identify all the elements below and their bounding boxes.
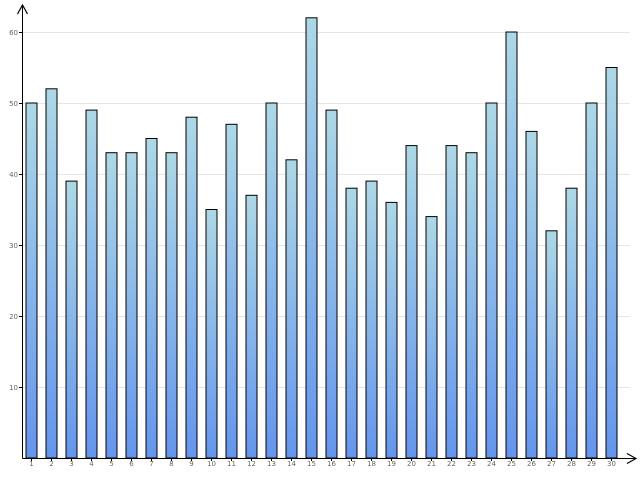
x-tick-label-22: 22 xyxy=(447,460,456,468)
x-tick-label-26: 26 xyxy=(527,460,536,468)
x-tick-label-30: 30 xyxy=(607,460,616,468)
y-tick-label-30: 30 xyxy=(9,242,18,250)
x-tick-label-29: 29 xyxy=(587,460,596,468)
x-tick-label-12: 12 xyxy=(247,460,256,468)
bar-10 xyxy=(205,209,218,459)
bar-30 xyxy=(605,67,618,459)
bar-3 xyxy=(65,180,78,459)
x-tick-label-13: 13 xyxy=(267,460,276,468)
bar-24 xyxy=(485,102,498,459)
x-tick-label-21: 21 xyxy=(427,460,436,468)
x-tick-label-14: 14 xyxy=(287,460,296,468)
x-tick-label-20: 20 xyxy=(407,460,416,468)
x-tick-label-4: 4 xyxy=(89,460,94,468)
x-tick-label-2: 2 xyxy=(49,460,53,468)
x-tick-label-25: 25 xyxy=(507,460,516,468)
y-axis-arrow-icon xyxy=(16,3,29,15)
bars xyxy=(25,17,618,459)
bar-23 xyxy=(465,152,478,459)
x-ticks: 1 2 3 4 5 6 7 8 9 10 11 12 13 14 15 16 17 18 19 20 21 22 23 24 2… xyxy=(29,458,616,468)
y-tick-label-40: 40 xyxy=(9,171,18,179)
x-tick-label-1: 1 xyxy=(29,460,33,468)
bar-4 xyxy=(85,109,98,459)
bar-15 xyxy=(305,17,318,459)
y-tick-label-50: 50 xyxy=(9,100,18,108)
x-tick-label-23: 23 xyxy=(467,460,476,468)
x-tick-label-3: 3 xyxy=(69,460,73,468)
bar-27 xyxy=(545,230,558,459)
bar-5 xyxy=(105,152,118,459)
bar-16 xyxy=(325,109,338,459)
x-tick-label-15: 15 xyxy=(307,460,316,468)
x-tick-label-17: 17 xyxy=(347,460,356,468)
axes xyxy=(16,3,638,465)
x-tick-label-10: 10 xyxy=(207,460,216,468)
x-tick-label-19: 19 xyxy=(387,460,396,468)
x-tick-label-7: 7 xyxy=(149,460,153,468)
x-tick-label-28: 28 xyxy=(567,460,576,468)
x-tick-label-11: 11 xyxy=(227,460,236,468)
bar-8 xyxy=(165,152,178,459)
bar-7 xyxy=(145,138,158,459)
x-tick-label-16: 16 xyxy=(327,460,336,468)
bar-12 xyxy=(245,194,258,459)
bar-9 xyxy=(185,116,198,459)
x-axis-arrow-icon xyxy=(626,452,638,465)
bar-22 xyxy=(445,145,458,459)
y-tick-label-10: 10 xyxy=(9,384,18,392)
bar-11 xyxy=(225,123,238,459)
x-tick-label-9: 9 xyxy=(189,460,193,468)
x-tick-label-27: 27 xyxy=(547,460,556,468)
y-tick-label-20: 20 xyxy=(9,313,18,321)
x-tick-label-18: 18 xyxy=(367,460,376,468)
bar-21 xyxy=(425,216,438,459)
y-tick-label-60: 60 xyxy=(9,29,18,37)
x-tick-label-6: 6 xyxy=(129,460,134,468)
bar-18 xyxy=(365,180,378,459)
bar-28 xyxy=(565,187,578,459)
bar-14 xyxy=(285,159,298,459)
bar-13 xyxy=(265,102,278,459)
x-tick-label-5: 5 xyxy=(109,460,113,468)
x-tick-label-24: 24 xyxy=(487,460,496,468)
bar-19 xyxy=(385,201,398,459)
bar-29 xyxy=(585,102,598,459)
bar-26 xyxy=(525,130,538,459)
x-tick-label-8: 8 xyxy=(169,460,173,468)
bar-20 xyxy=(405,145,418,459)
bar-6 xyxy=(125,152,138,459)
bar-2 xyxy=(45,88,58,459)
bar-1 xyxy=(25,102,38,459)
y-ticks: 10 20 30 40 50 60 xyxy=(9,29,23,392)
bar-25 xyxy=(505,31,518,459)
bar-17 xyxy=(345,187,358,459)
